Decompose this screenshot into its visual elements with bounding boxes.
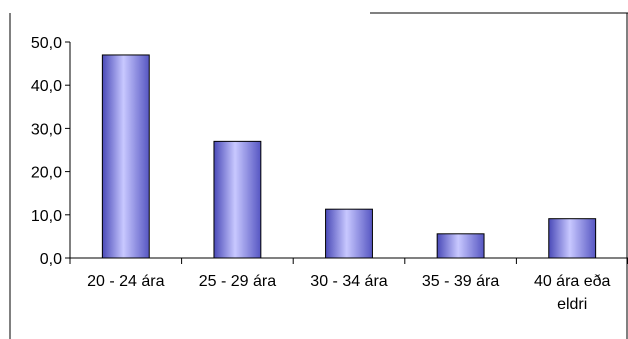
y-tick-label: 20,0: [31, 165, 62, 182]
y-tick-label: 40,0: [31, 78, 62, 95]
x-tick-label: 25 - 29 ára: [199, 273, 276, 290]
y-tick-label: 10,0: [31, 208, 62, 225]
bar: [436, 233, 485, 259]
y-tick-label: 30,0: [31, 121, 62, 138]
y-axis: 0,0 10,0 20,0 30,0 40,0 50,0: [31, 35, 71, 268]
bar: [101, 54, 150, 259]
x-tick-label: 35 - 39 ára: [422, 273, 499, 290]
x-tick-label: 30 - 34 ára: [310, 273, 387, 290]
x-tick-label: 20 - 24 ára: [87, 273, 164, 290]
x-tick-label: 40 ára eða eldri: [534, 273, 611, 313]
y-tick-label: 0,0: [40, 251, 62, 268]
x-axis: 20 - 24 ára 25 - 29 ára 30 - 34 ára 35 - 39…: [69, 257, 628, 313]
bar: [325, 208, 373, 259]
bars: [101, 54, 597, 259]
bar: [213, 140, 262, 259]
y-tick-label: 50,0: [31, 35, 62, 52]
bar: [548, 218, 597, 259]
